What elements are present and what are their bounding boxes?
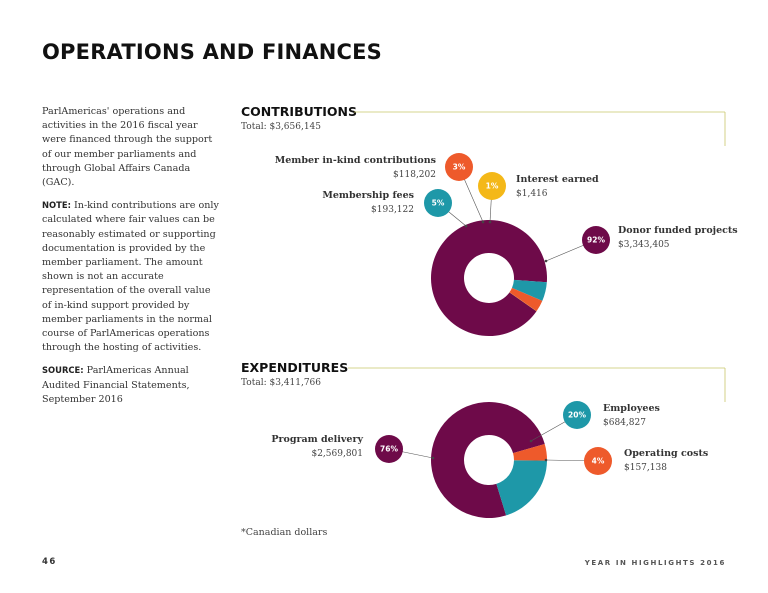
donut-slice-membership-fees <box>511 279 547 301</box>
currency-note: *Canadian dollars <box>241 527 328 538</box>
percent-label: 3% <box>453 163 466 172</box>
slice-amount: $193,122 <box>371 205 414 215</box>
percent-bubble <box>478 172 506 200</box>
source-text: ParlAmericas Annual Audited Financial St… <box>42 365 190 405</box>
contributions-total: Total: $3,656,145 <box>241 122 322 132</box>
contributions-title: CONTRIBUTIONS <box>241 104 358 119</box>
percent-bubble <box>584 447 612 475</box>
callout-dot <box>431 456 435 460</box>
expenditures-total: Total: $3,411,766 <box>241 378 322 388</box>
percent-bubble <box>445 153 473 181</box>
note-text: In-kind contributions are only calculate… <box>42 200 219 354</box>
slice-label: Operating costs <box>624 448 708 459</box>
callout-dot <box>488 220 492 224</box>
percent-bubble <box>375 435 403 463</box>
slice-amount: $684,827 <box>603 418 646 428</box>
callout-dot <box>529 439 533 443</box>
donut-slice-program-delivery <box>431 402 545 518</box>
donut-slice-employees <box>496 460 547 516</box>
contributions-donut: 92% Donor funded projects $3,343,405 5% Memb… <box>275 153 738 336</box>
slice-label: Donor funded projects <box>618 225 738 236</box>
percent-bubble <box>582 226 610 254</box>
callout-dot <box>481 220 485 224</box>
slice-amount: $157,138 <box>624 463 667 473</box>
callout-dot <box>464 224 468 228</box>
slice-label: Interest earned <box>516 174 599 185</box>
percent-bubble <box>563 401 591 429</box>
slice-label: Membership fees <box>322 190 414 201</box>
intro-text: ParlAmericas' operations and activities … <box>42 105 220 415</box>
slice-amount: $3,343,405 <box>618 240 670 250</box>
donut-slice-member-in-kind-contributions <box>509 287 543 312</box>
percent-label: 1% <box>486 182 499 191</box>
source-label: SOURCE: <box>42 365 84 376</box>
percent-label: 5% <box>432 199 445 208</box>
intro-paragraph: ParlAmericas' operations and activities … <box>42 106 213 189</box>
note-label: NOTE: <box>42 200 71 211</box>
slice-amount: $118,202 <box>393 170 436 180</box>
callout-dot <box>544 259 548 263</box>
percent-label: 92% <box>587 236 605 245</box>
expenditures-title: EXPENDITURES <box>241 360 349 375</box>
donut-slice-donor-funded-projects <box>431 219 547 336</box>
page-title: OPERATIONS AND FINANCES <box>42 40 382 64</box>
donut-slice-operating-costs <box>513 444 547 461</box>
page-number: 46 <box>42 557 57 567</box>
footer-text: YEAR IN HIGHLIGHTS 2016 <box>584 559 726 567</box>
expenditures-donut: 76% Program delivery $2,569,801 20% Employee… <box>271 401 708 518</box>
slice-label: Employees <box>603 403 660 414</box>
percent-label: 4% <box>592 457 605 466</box>
slice-label: Member in-kind contributions <box>275 155 436 166</box>
percent-bubble <box>424 189 452 217</box>
note-paragraph: NOTE: In-kind contributions are only cal… <box>42 198 220 355</box>
slice-label: Program delivery <box>271 434 363 445</box>
slice-amount: $1,416 <box>516 189 548 199</box>
callout-dot <box>544 458 548 462</box>
slice-amount: $2,569,801 <box>311 449 363 459</box>
percent-label: 20% <box>568 411 586 420</box>
donut-slice-interest-earned <box>509 292 537 312</box>
source-paragraph: SOURCE: ParlAmericas Annual Audited Fina… <box>42 363 220 407</box>
percent-label: 76% <box>380 445 398 454</box>
